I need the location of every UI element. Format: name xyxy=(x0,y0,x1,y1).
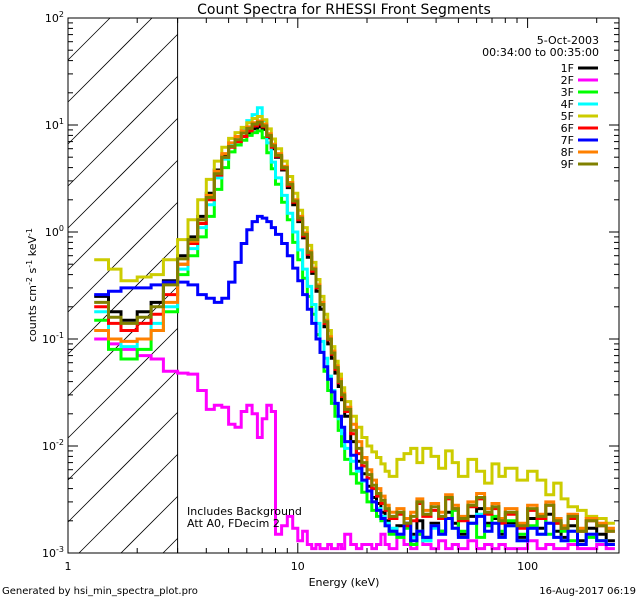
series-9F xyxy=(94,120,615,533)
x-tick-label: 1 xyxy=(65,560,72,573)
legend-label-1F: 1F xyxy=(561,62,574,75)
hatch-line xyxy=(67,76,178,187)
y-label-base: counts cm xyxy=(26,285,39,342)
hatch-line xyxy=(67,244,178,355)
date-annotation: 5-Oct-2003 00:34:00 to 00:35:00 xyxy=(482,34,599,59)
note-line-1: Includes Background xyxy=(187,505,302,518)
x-tick-label: 10 xyxy=(291,560,305,573)
y-axis-label: counts cm-2 s-1 keV-1 xyxy=(25,228,39,342)
y-label-exp-3: -1 xyxy=(25,228,34,236)
series-2F xyxy=(94,337,615,551)
footer-generator: Generated by hsi_min_spectra_plot.pro xyxy=(2,586,198,597)
footer-timestamp: 16-Aug-2017 06:19 xyxy=(539,586,636,597)
hatch-line xyxy=(67,17,111,61)
x-tick-label: 100 xyxy=(517,560,538,573)
y-label-mid-2: keV xyxy=(26,236,39,260)
series-1F xyxy=(94,125,615,546)
hatch-line xyxy=(67,17,153,103)
hatch-line xyxy=(67,412,178,523)
hatch-line xyxy=(162,538,178,554)
y-tick-label: 100 xyxy=(45,224,64,239)
excluded-region xyxy=(67,17,179,554)
legend-label-8F: 8F xyxy=(561,146,574,159)
hatch-line xyxy=(78,454,178,554)
axes: 1 10 100 102 101 100 10-1 10-2 10-3 xyxy=(42,10,619,573)
hatch-line xyxy=(67,34,178,145)
y-label-exp-1: -2 xyxy=(25,277,34,285)
hatch-line xyxy=(67,328,178,439)
legend-label-2F: 2F xyxy=(561,74,574,87)
y-tick-label: 102 xyxy=(45,10,64,25)
time-range-text: 00:34:00 to 00:35:00 xyxy=(482,46,599,59)
legend-label-7F: 7F xyxy=(561,134,574,147)
note-line-2: Att A0, FDecim 2 xyxy=(187,517,280,530)
x-axis-label: Energy (keV) xyxy=(309,576,380,589)
series-3F xyxy=(94,129,615,546)
background-note: Includes Background Att A0, FDecim 2 xyxy=(187,505,302,530)
legend-label-9F: 9F xyxy=(561,158,574,171)
series-7F xyxy=(94,214,615,546)
y-label-mid-1: s xyxy=(26,267,39,276)
chart-title: Count Spectra for RHESSI Front Segments xyxy=(197,2,491,18)
hatch-line xyxy=(120,496,178,554)
hatch-line xyxy=(67,118,178,229)
y-tick-label: 10-2 xyxy=(42,438,64,453)
legend-label-4F: 4F xyxy=(561,98,574,111)
hatch-line xyxy=(67,202,178,313)
series-8F xyxy=(94,119,615,530)
y-label-exp-2: -1 xyxy=(25,260,34,268)
series-lines xyxy=(94,106,615,551)
y-tick-label: 10-3 xyxy=(42,545,64,560)
y-tick-label: 101 xyxy=(45,117,64,132)
y-tick-label: 10-1 xyxy=(42,331,64,346)
legend-label-3F: 3F xyxy=(561,86,574,99)
hatch-line xyxy=(67,370,178,481)
plot-frame xyxy=(67,17,620,554)
hatch-line xyxy=(67,160,178,271)
legend-label-5F: 5F xyxy=(561,110,574,123)
legend-label-6F: 6F xyxy=(561,122,574,135)
date-text: 5-Oct-2003 xyxy=(537,34,599,47)
